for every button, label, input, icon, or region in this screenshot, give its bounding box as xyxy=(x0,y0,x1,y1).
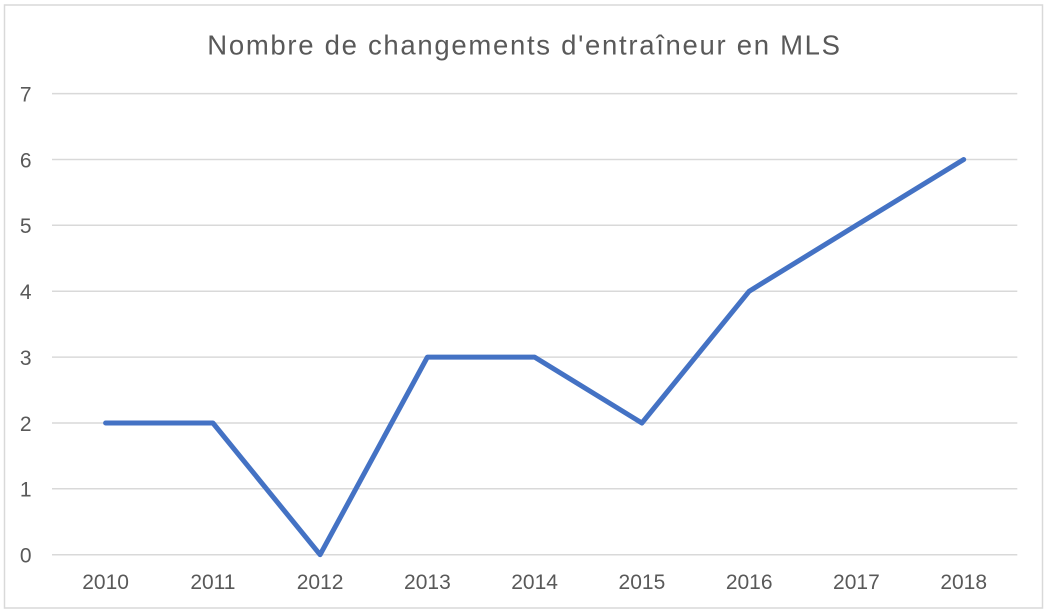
svg-text:2011: 2011 xyxy=(190,571,235,594)
svg-text:2016: 2016 xyxy=(726,571,773,594)
svg-text:6: 6 xyxy=(20,149,32,172)
svg-text:2015: 2015 xyxy=(619,571,666,594)
svg-text:5: 5 xyxy=(20,215,32,238)
svg-text:Nombre de changements d'entraî: Nombre de changements d'entraîneur en ML… xyxy=(207,30,841,61)
svg-text:0: 0 xyxy=(20,545,32,568)
svg-text:3: 3 xyxy=(20,347,32,370)
svg-text:1: 1 xyxy=(20,479,32,502)
svg-text:2012: 2012 xyxy=(297,571,344,594)
svg-text:2017: 2017 xyxy=(833,571,880,594)
svg-text:4: 4 xyxy=(20,281,32,304)
svg-text:7: 7 xyxy=(20,84,32,107)
svg-text:2010: 2010 xyxy=(82,571,129,594)
svg-text:2018: 2018 xyxy=(940,571,987,594)
svg-text:2: 2 xyxy=(20,413,32,436)
svg-text:2013: 2013 xyxy=(404,571,451,594)
svg-text:2014: 2014 xyxy=(511,571,558,594)
